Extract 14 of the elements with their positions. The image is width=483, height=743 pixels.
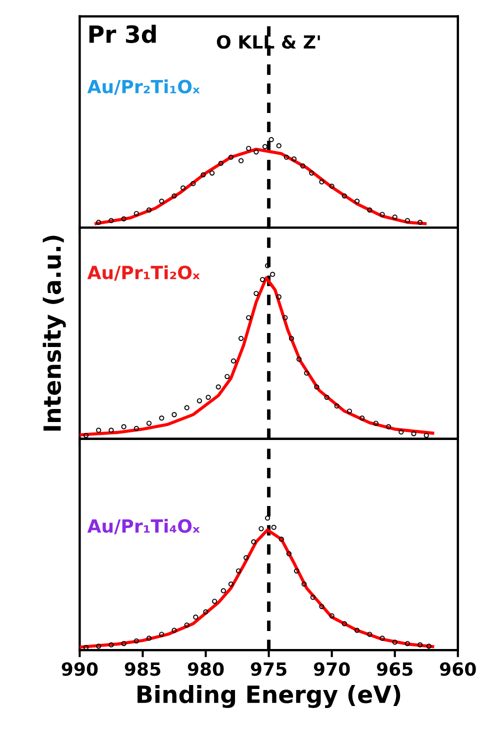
x-axis-title: Binding Energy (eV) [138,684,400,708]
x-tick-label: 990 [62,662,98,676]
x-tick-label: 970 [314,662,350,676]
text: Pr 3d [89,24,156,44]
text: Au/Pr₂Ti₁Oₓ [87,79,200,95]
ref-line-label: O KLL & Z' [216,35,320,49]
annotation: Au/Pr₁Ti₄Oₓ [87,518,200,534]
x-tick-label: 985 [124,662,160,676]
x-tick-label: 965 [376,662,412,676]
annotation: Au/Pr₁Ti₂Oₓ [87,265,200,281]
x-tick-label: 980 [188,662,224,676]
y-axis-title: Intensity (a.u.) [42,236,66,431]
x-tick-label: 975 [250,662,286,676]
x-tick-label: 960 [440,662,476,676]
